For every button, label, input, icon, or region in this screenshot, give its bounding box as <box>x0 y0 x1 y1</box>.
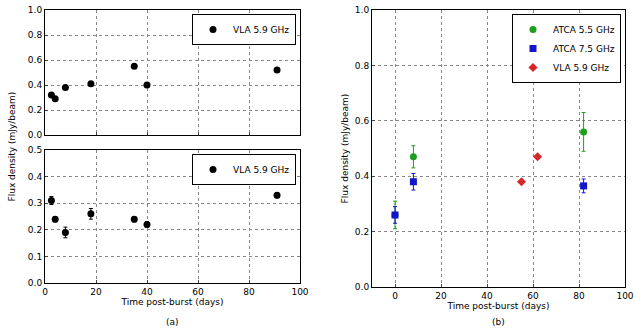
svg-text:0.2: 0.2 <box>28 105 42 115</box>
svg-text:Time post-burst (days): Time post-burst (days) <box>446 301 549 311</box>
svg-text:(b): (b) <box>492 317 505 327</box>
svg-text:VLA 5.9 GHz: VLA 5.9 GHz <box>233 25 289 35</box>
svg-text:100: 100 <box>291 287 308 297</box>
svg-text:Time post-burst (days): Time post-burst (days) <box>120 297 223 307</box>
svg-text:80: 80 <box>243 287 255 297</box>
svg-text:0.1: 0.1 <box>28 252 42 262</box>
svg-text:VLA 5.9 GHz: VLA 5.9 GHz <box>233 165 289 175</box>
svg-text:1.0: 1.0 <box>355 5 370 15</box>
svg-text:VLA 5.9 GHz: VLA 5.9 GHz <box>553 63 609 73</box>
svg-text:0: 0 <box>392 291 398 301</box>
svg-text:0.4: 0.4 <box>355 171 370 181</box>
svg-text:0: 0 <box>42 287 48 297</box>
svg-text:ATCA 5.5 GHz: ATCA 5.5 GHz <box>553 25 615 35</box>
svg-text:40: 40 <box>481 291 493 301</box>
svg-text:Flux density (mJy/beam): Flux density (mJy/beam) <box>340 94 350 204</box>
svg-text:0.8: 0.8 <box>355 61 370 71</box>
svg-text:0.2: 0.2 <box>355 227 369 237</box>
svg-text:0.0: 0.0 <box>28 278 43 288</box>
svg-text:100: 100 <box>616 291 633 301</box>
svg-text:20: 20 <box>435 291 447 301</box>
svg-text:0.8: 0.8 <box>28 30 43 40</box>
svg-text:0.0: 0.0 <box>28 130 43 140</box>
svg-text:40: 40 <box>141 287 153 297</box>
svg-text:0.0: 0.0 <box>355 282 370 292</box>
svg-text:60: 60 <box>192 287 204 297</box>
svg-text:0.6: 0.6 <box>28 55 43 65</box>
svg-text:Flux density (mJy/beam): Flux density (mJy/beam) <box>7 92 17 202</box>
svg-text:0.6: 0.6 <box>355 116 370 126</box>
svg-text:80: 80 <box>573 291 585 301</box>
svg-text:0.2: 0.2 <box>28 225 42 235</box>
svg-text:0.4: 0.4 <box>28 80 43 90</box>
svg-text:60: 60 <box>527 291 539 301</box>
svg-text:ATCA 7.5 GHz: ATCA 7.5 GHz <box>553 44 615 54</box>
svg-text:(a): (a) <box>166 317 179 327</box>
svg-text:1.0: 1.0 <box>28 5 43 15</box>
svg-text:20: 20 <box>90 287 102 297</box>
svg-text:0.5: 0.5 <box>28 145 42 155</box>
svg-text:0.3: 0.3 <box>28 198 42 208</box>
svg-text:0.4: 0.4 <box>28 172 43 182</box>
